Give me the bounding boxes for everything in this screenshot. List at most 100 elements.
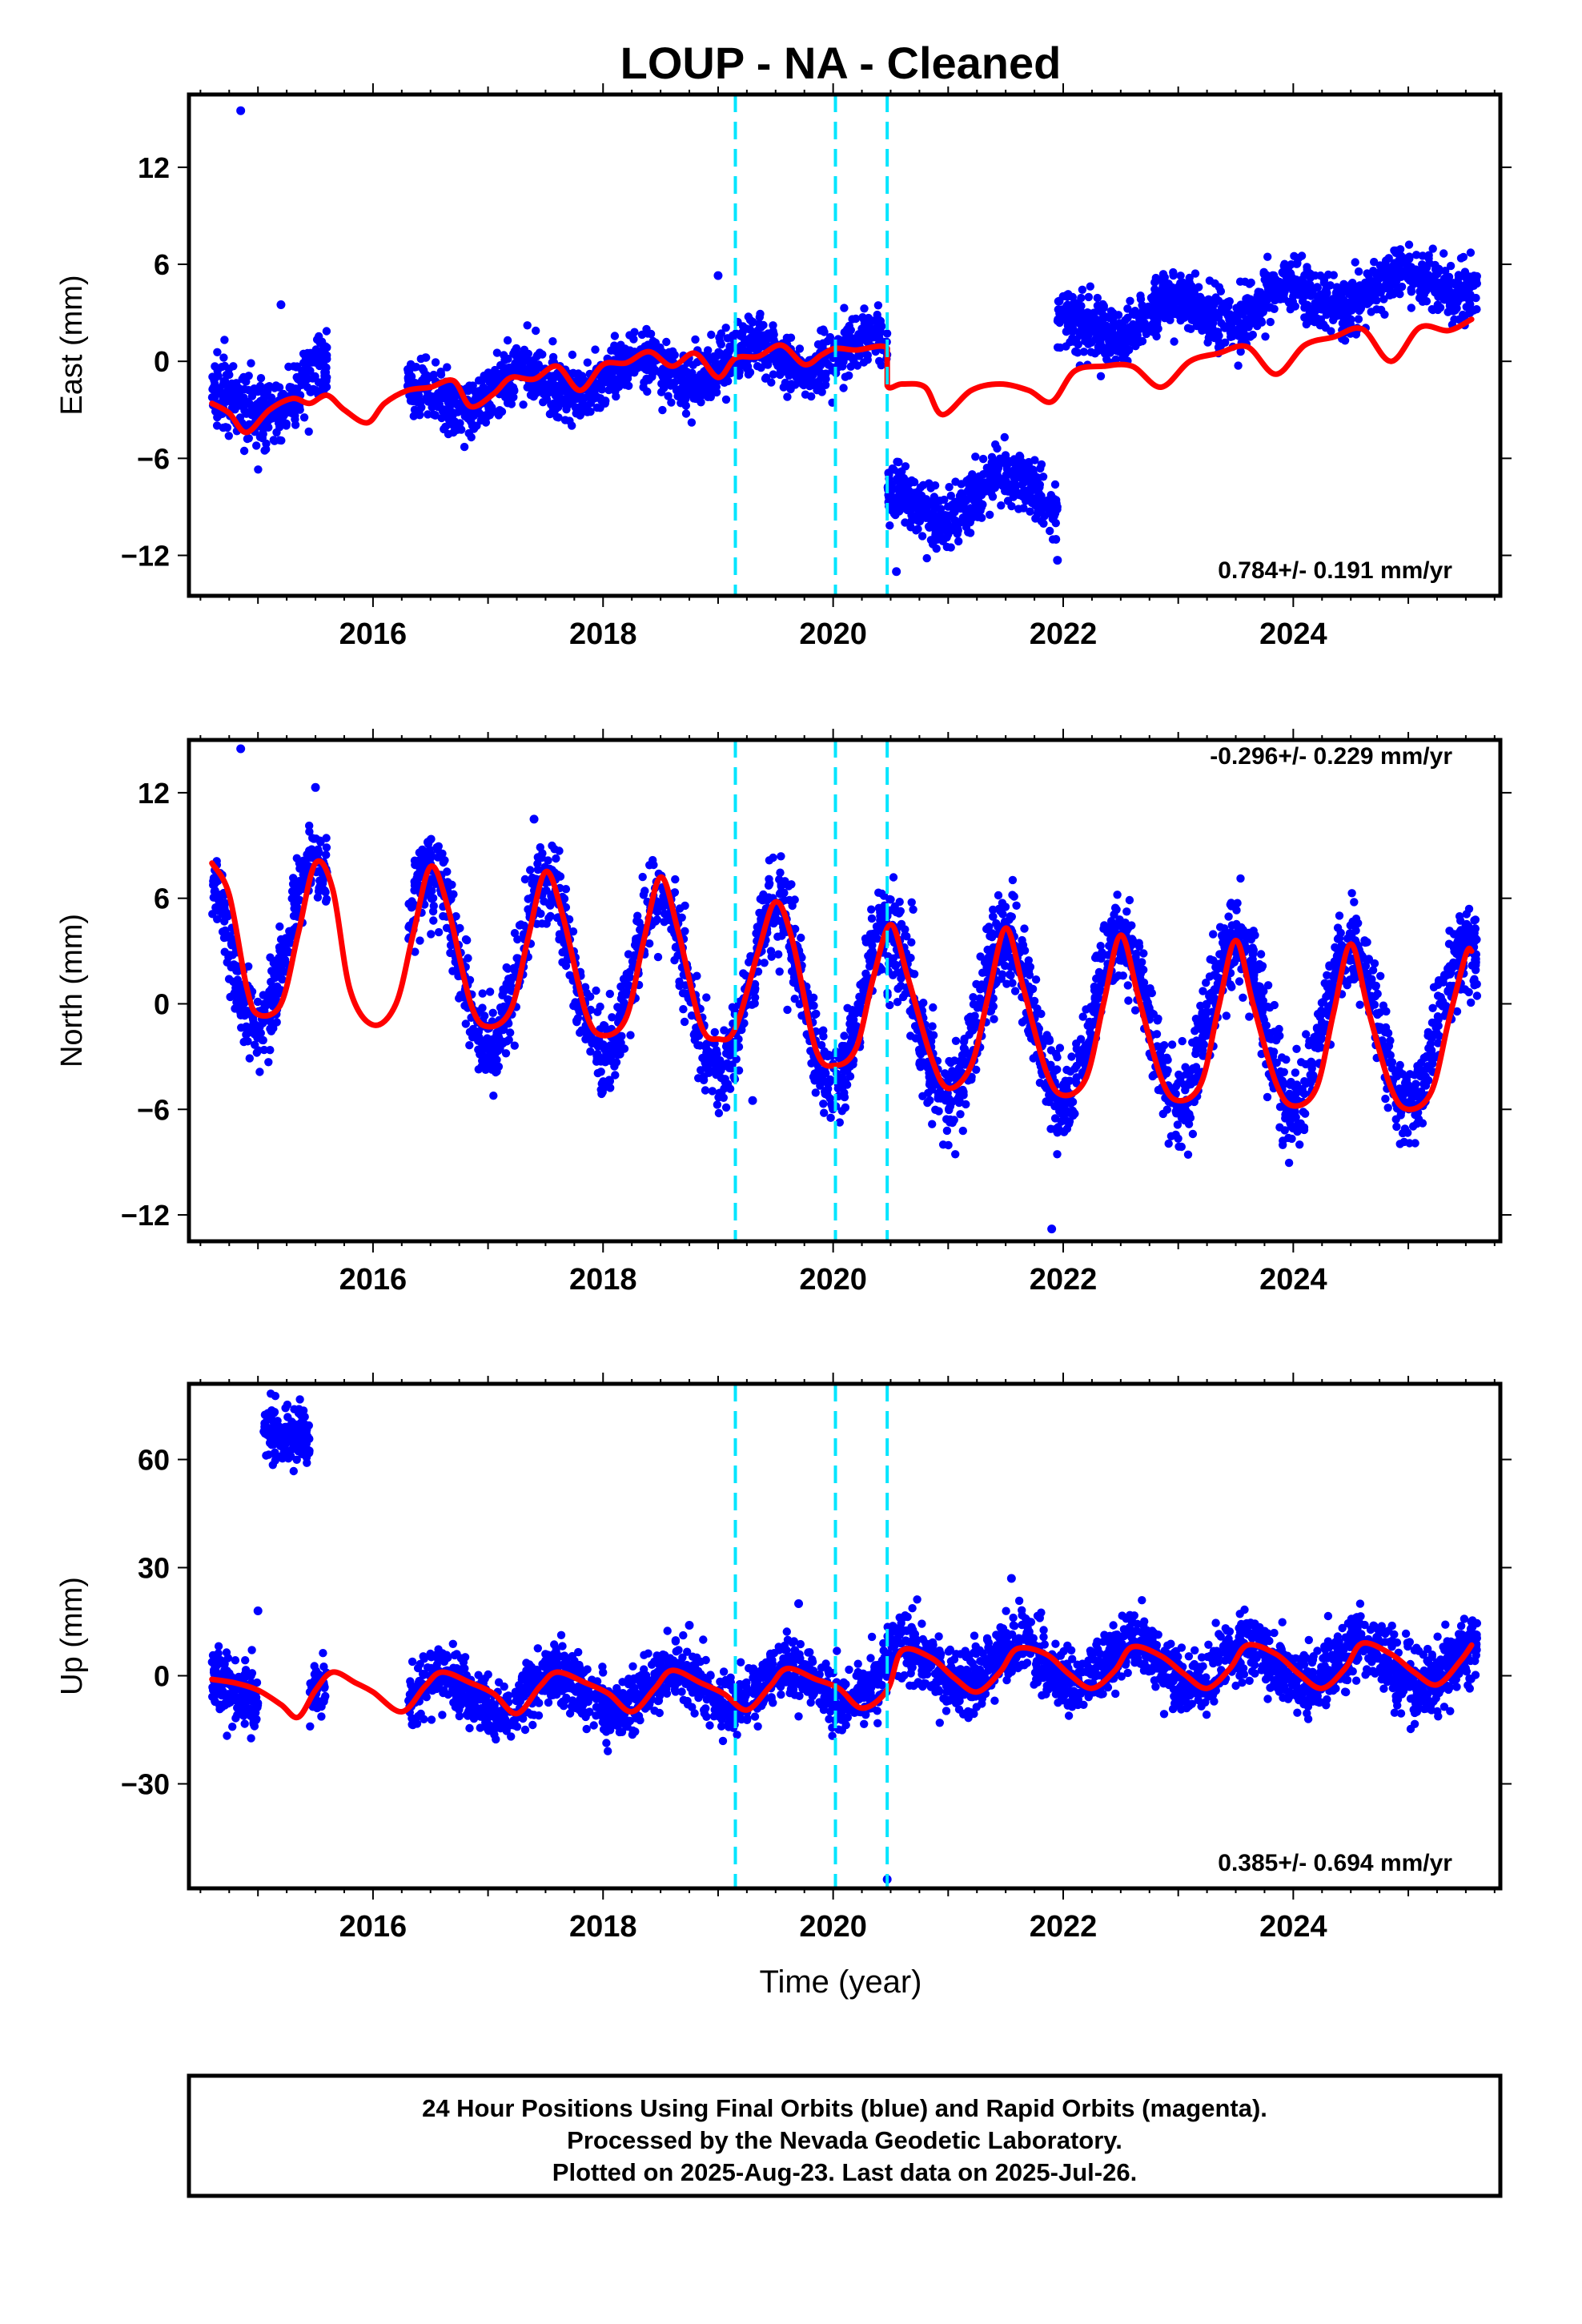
data-point <box>681 901 689 911</box>
data-point <box>532 326 540 336</box>
data-point <box>289 874 298 883</box>
data-point <box>269 436 278 444</box>
data-point <box>1054 315 1062 324</box>
data-point <box>823 1091 832 1100</box>
data-point <box>1263 252 1272 261</box>
data-point <box>1129 333 1138 343</box>
data-point <box>608 1013 616 1022</box>
data-point-outlier <box>1053 556 1062 565</box>
data-point <box>618 347 627 356</box>
data-point <box>478 989 487 998</box>
data-point <box>253 997 263 1007</box>
x-tick-label: 2022 <box>1030 617 1098 651</box>
data-point <box>291 363 301 372</box>
data-point <box>901 518 909 527</box>
data-point <box>457 425 466 434</box>
data-point <box>1313 283 1322 292</box>
data-point <box>1422 286 1431 295</box>
data-point <box>738 361 747 370</box>
data-point <box>940 495 949 505</box>
data-point <box>461 1019 470 1028</box>
data-point <box>488 1040 496 1049</box>
data-point <box>784 357 793 366</box>
data-point <box>547 377 556 387</box>
data-point <box>533 859 542 868</box>
data-point <box>433 402 442 412</box>
data-point <box>1095 338 1104 347</box>
data-point <box>867 914 877 923</box>
data-point <box>1418 251 1427 260</box>
data-point <box>494 1032 504 1042</box>
data-point <box>580 393 589 403</box>
data-point <box>1069 337 1078 346</box>
data-point <box>261 1001 271 1011</box>
data-point <box>1079 348 1089 356</box>
data-point <box>765 875 773 884</box>
y-tick-label: 6 <box>154 248 170 281</box>
data-point <box>630 328 639 336</box>
data-point <box>452 400 461 409</box>
data-point <box>608 384 617 392</box>
data-point <box>410 363 420 372</box>
data-point <box>779 383 788 392</box>
data-point <box>213 894 222 903</box>
data-point <box>922 553 931 563</box>
data-point <box>275 922 284 931</box>
data-point <box>1121 316 1130 324</box>
data-point <box>680 384 689 393</box>
data-point <box>1138 311 1147 320</box>
data-point <box>1084 292 1094 302</box>
data-point <box>1247 300 1255 308</box>
data-point <box>777 350 787 360</box>
data-point <box>1050 480 1060 489</box>
data-point <box>259 428 267 438</box>
data-point <box>1016 468 1025 476</box>
data-point <box>602 377 611 387</box>
data-point <box>1204 333 1214 342</box>
data-point <box>291 415 299 424</box>
data-point <box>1300 313 1309 322</box>
data-point <box>237 1023 246 1032</box>
data-point <box>494 376 503 384</box>
data-point <box>1372 296 1381 305</box>
data-point <box>1247 278 1255 287</box>
data-point <box>266 1046 275 1055</box>
data-point <box>264 423 273 432</box>
data-point <box>235 401 243 410</box>
data-point <box>1452 304 1461 313</box>
data-point <box>1367 276 1375 285</box>
data-point <box>1244 315 1254 324</box>
data-point <box>773 932 782 941</box>
data-point <box>930 523 939 533</box>
data-point <box>755 320 764 328</box>
data-point <box>1136 292 1145 300</box>
data-point <box>665 348 673 356</box>
data-point <box>548 405 558 414</box>
data-point <box>442 384 452 394</box>
data-point <box>646 329 656 339</box>
data-point <box>311 358 319 367</box>
data-point <box>681 409 691 418</box>
data-point <box>725 348 733 356</box>
data-point <box>1078 285 1087 294</box>
data-point <box>605 989 614 999</box>
data-point <box>254 1046 263 1055</box>
data-point <box>611 1038 620 1047</box>
data-point <box>649 368 658 376</box>
data-point <box>1290 251 1299 260</box>
data-point <box>971 493 980 502</box>
data-point <box>588 387 596 396</box>
data-point <box>210 376 219 385</box>
data-point <box>583 358 592 367</box>
data-point <box>1292 259 1302 268</box>
data-point <box>1306 280 1315 289</box>
data-point <box>1454 273 1464 283</box>
data-point <box>552 854 560 863</box>
data-point <box>795 375 804 384</box>
data-point <box>986 510 994 519</box>
data-point <box>1261 332 1270 341</box>
data-point <box>1106 344 1115 352</box>
data-point <box>244 372 253 380</box>
data-point <box>656 369 665 378</box>
data-point <box>1377 267 1387 277</box>
